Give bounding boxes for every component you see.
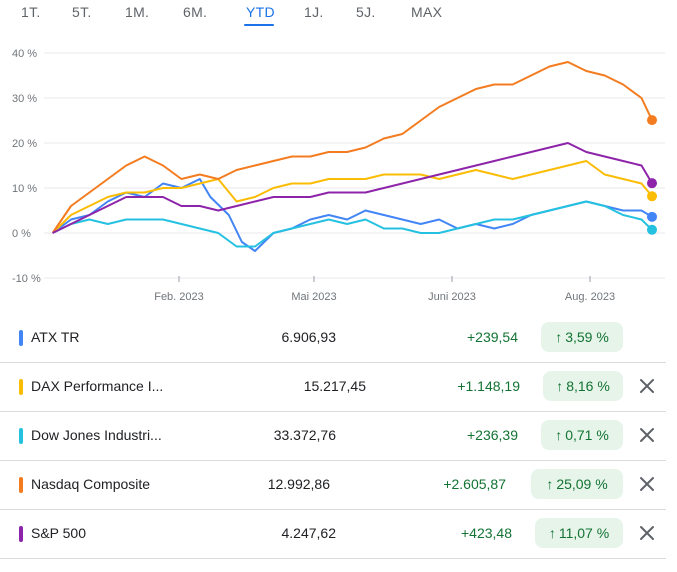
tab-5j[interactable]: 5J. bbox=[356, 4, 376, 20]
series-line bbox=[52, 200, 653, 248]
row-name: S&P 500 bbox=[31, 525, 87, 541]
series-line bbox=[51, 61, 653, 234]
x-tick-label: Aug. 2023 bbox=[565, 291, 615, 303]
row-percent-badge: ↑ 25,09 % bbox=[531, 469, 623, 499]
row-percent: 0,71 % bbox=[565, 427, 609, 443]
row-price: 12.992,86 bbox=[267, 476, 330, 492]
y-tick-label: 30 % bbox=[12, 93, 37, 105]
tab-ytd[interactable]: YTD bbox=[246, 4, 275, 20]
x-axis-ticks: Feb. 2023 Mai 2023 Juni 2023 Aug. 2023 bbox=[154, 276, 615, 303]
row-percent-badge: ↑ 3,59 % bbox=[541, 322, 623, 352]
chart-grid bbox=[44, 52, 665, 279]
arrow-up-icon: ↑ bbox=[555, 427, 563, 443]
row-price: 6.906,93 bbox=[281, 329, 337, 345]
row-change: +1.148,19 bbox=[457, 378, 520, 394]
comparison-chart: 40 % 30 % 20 % 10 % 0 % -10 % Feb. 2023 Mai 20… bbox=[12, 48, 665, 303]
close-icon[interactable] bbox=[637, 523, 657, 543]
y-tick-label: 40 % bbox=[12, 48, 37, 60]
comparison-row[interactable]: ATX TR 6.906,93 +239,54 ↑ 3,59 % bbox=[0, 314, 666, 363]
row-name: DAX Performance I... bbox=[31, 378, 164, 394]
row-change: +236,39 bbox=[467, 427, 518, 443]
close-icon[interactable] bbox=[637, 474, 657, 494]
y-axis-ticks: 40 % 30 % 20 % 10 % 0 % -10 % bbox=[12, 48, 41, 285]
series-end-dot bbox=[647, 211, 657, 222]
tab-6m[interactable]: 6M. bbox=[183, 4, 208, 20]
y-tick-label: 20 % bbox=[12, 138, 37, 150]
row-change: +423,48 bbox=[461, 525, 512, 541]
chart-end-markers bbox=[647, 115, 657, 235]
row-price: 33.372,76 bbox=[273, 427, 336, 443]
series-end-dot bbox=[647, 115, 657, 126]
comparison-row[interactable]: S&P 500 4.247,62 +423,48 ↑ 11,07 % bbox=[0, 510, 666, 559]
close-icon[interactable] bbox=[637, 376, 657, 396]
tab-max[interactable]: MAX bbox=[411, 4, 443, 20]
series-color-bar bbox=[19, 477, 23, 493]
row-change: +2.605,87 bbox=[443, 476, 506, 492]
series-color-bar bbox=[19, 379, 23, 395]
series-end-dot bbox=[647, 178, 657, 189]
tab-1m[interactable]: 1M. bbox=[125, 4, 150, 20]
arrow-up-icon: ↑ bbox=[555, 329, 563, 345]
row-name: Nasdaq Composite bbox=[31, 476, 151, 492]
chart-series bbox=[51, 61, 653, 252]
range-tabs: 1T. 5T. 1M. 6M. YTD 1J. 5J. MAX bbox=[0, 0, 677, 28]
tab-1t[interactable]: 1T. bbox=[21, 4, 41, 20]
comparison-row[interactable]: Nasdaq Composite 12.992,86 +2.605,87 ↑ 25,09… bbox=[0, 461, 666, 510]
x-tick-label: Feb. 2023 bbox=[154, 291, 204, 303]
arrow-up-icon: ↑ bbox=[556, 378, 564, 394]
y-tick-label: -10 % bbox=[12, 273, 41, 285]
row-name: ATX TR bbox=[31, 329, 80, 345]
row-percent-badge: ↑ 8,16 % bbox=[543, 371, 623, 401]
row-percent: 8,16 % bbox=[566, 378, 610, 394]
row-percent-badge: ↑ 0,71 % bbox=[541, 420, 623, 450]
series-end-dot bbox=[647, 224, 657, 235]
y-tick-label: 10 % bbox=[12, 183, 37, 195]
row-price: 15.217,45 bbox=[303, 378, 366, 394]
row-percent-badge: ↑ 11,07 % bbox=[535, 518, 623, 548]
x-tick-label: Juni 2023 bbox=[428, 291, 476, 303]
row-change: +239,54 bbox=[467, 329, 518, 345]
y-tick-label: 0 % bbox=[12, 228, 31, 240]
tab-5t[interactable]: 5T. bbox=[72, 4, 92, 20]
row-percent: 11,07 % bbox=[558, 525, 610, 541]
arrow-up-icon: ↑ bbox=[546, 476, 554, 492]
comparison-row[interactable]: Dow Jones Industri... 33.372,76 +236,39 ↑ 0,… bbox=[0, 412, 666, 461]
active-tab-indicator bbox=[244, 24, 274, 26]
row-price: 4.247,62 bbox=[281, 525, 337, 541]
row-percent: 25,09 % bbox=[556, 476, 608, 492]
close-icon[interactable] bbox=[637, 425, 657, 445]
row-name: Dow Jones Industri... bbox=[31, 427, 162, 443]
tab-1j[interactable]: 1J. bbox=[304, 4, 324, 20]
series-color-bar bbox=[19, 330, 23, 346]
series-color-bar bbox=[19, 428, 23, 444]
series-line bbox=[51, 160, 653, 234]
row-percent: 3,59 % bbox=[565, 329, 609, 345]
series-color-bar bbox=[19, 526, 23, 542]
arrow-up-icon: ↑ bbox=[548, 525, 556, 541]
series-line bbox=[52, 178, 653, 252]
comparison-row[interactable]: DAX Performance I... 15.217,45 +1.148,19 ↑ 8… bbox=[0, 363, 666, 412]
x-tick-label: Mai 2023 bbox=[291, 291, 336, 303]
series-line bbox=[52, 142, 653, 234]
series-end-dot bbox=[647, 191, 657, 202]
